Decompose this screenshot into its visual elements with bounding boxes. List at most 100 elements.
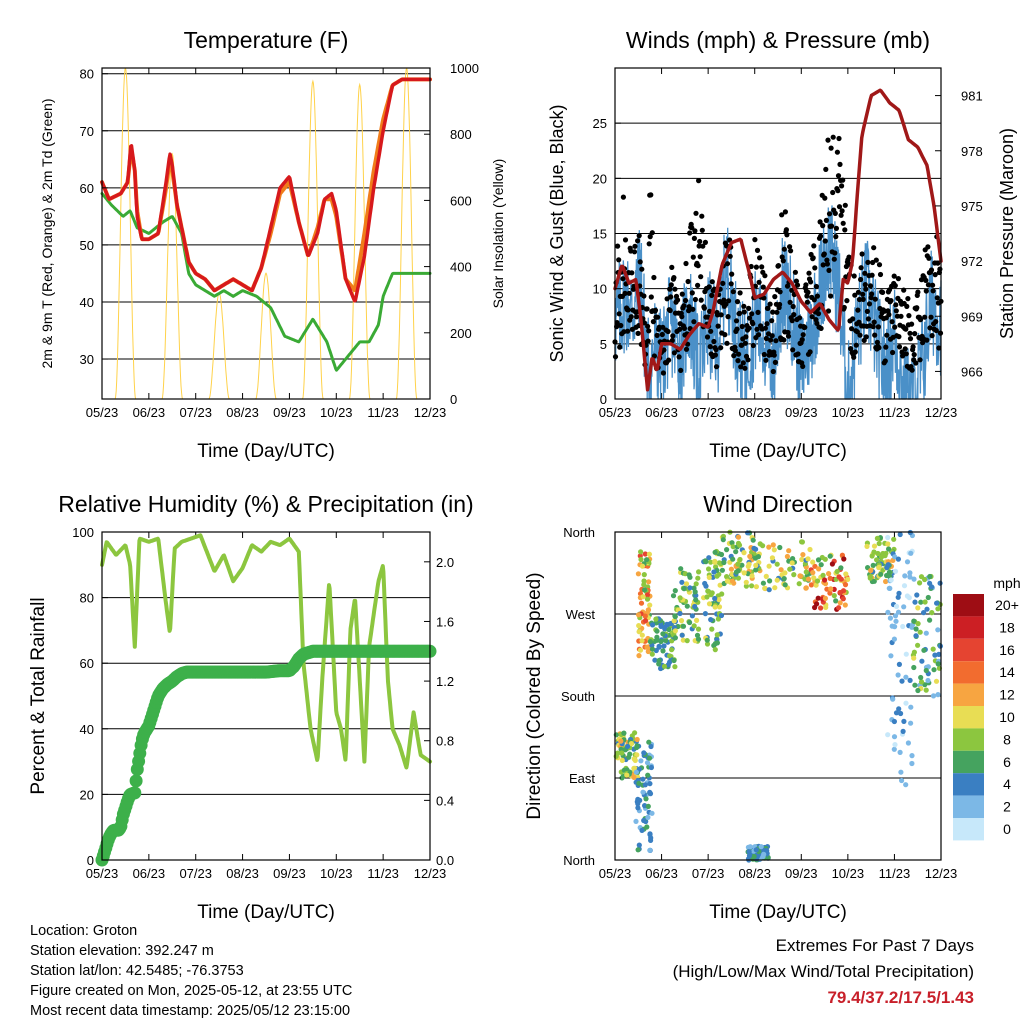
direction-point xyxy=(917,629,923,635)
gust-point xyxy=(730,289,736,295)
y-tick-label-2-2: 40 xyxy=(80,722,94,737)
direction-point xyxy=(923,667,929,674)
gust-point xyxy=(764,321,770,327)
direction-point xyxy=(712,647,718,653)
direction-point xyxy=(644,557,650,563)
direction-point xyxy=(770,542,776,548)
y-right-tick-label-1-1: 969 xyxy=(961,309,983,324)
gust-point xyxy=(777,289,783,295)
direction-point xyxy=(843,571,849,577)
direction-point xyxy=(911,649,918,655)
gust-point xyxy=(697,238,703,245)
gust-point xyxy=(646,241,652,247)
gust-point xyxy=(822,238,828,244)
direction-point xyxy=(684,603,690,609)
gust-point xyxy=(721,297,727,303)
direction-point xyxy=(645,803,651,810)
y-right-tick-label-0-0: 0 xyxy=(450,392,457,407)
direction-point xyxy=(891,734,898,740)
chart-title-2: Relative Humidity (%) & Precipitation (i… xyxy=(58,491,473,517)
x-tick-label-1-5: 10/23 xyxy=(832,405,865,420)
y-axis-title-0: 2m & 9m T (Red, Orange) & 2m Td (Green) xyxy=(39,99,55,369)
direction-point xyxy=(704,637,710,643)
y-tick-label-1-0: 0 xyxy=(600,392,607,407)
x-tick-label-1-7: 12/23 xyxy=(925,405,958,420)
x-tick-label-0-2: 07/23 xyxy=(179,405,212,420)
chart-title-0: Temperature (F) xyxy=(184,27,349,53)
gust-point xyxy=(882,358,888,364)
gust-point xyxy=(741,309,747,315)
direction-point xyxy=(924,606,930,612)
direction-point xyxy=(885,541,891,547)
direction-point xyxy=(739,562,745,568)
x-tick-label-0-7: 12/23 xyxy=(414,405,447,420)
timestamp-text: Most recent data timestamp: 2025/05/12 2… xyxy=(30,1003,351,1019)
gust-point xyxy=(830,189,836,196)
gust-point xyxy=(701,305,708,311)
gust-point xyxy=(792,269,799,275)
gust-point xyxy=(728,281,734,287)
direction-point xyxy=(929,610,935,616)
gust-point xyxy=(757,255,763,261)
direction-point xyxy=(766,563,772,569)
x-axis-title-2: Time (Day/UTC) xyxy=(197,902,335,923)
gust-point xyxy=(774,309,780,315)
insolation-curve-3 xyxy=(255,272,277,400)
gust-point xyxy=(670,333,676,339)
gust-point xyxy=(644,306,650,312)
direction-point xyxy=(706,566,712,572)
gust-point xyxy=(646,328,652,334)
direction-point xyxy=(895,594,901,600)
gust-point xyxy=(825,137,831,143)
gust-point xyxy=(828,145,834,151)
gust-point xyxy=(922,314,928,320)
direction-point xyxy=(914,592,920,598)
gust-point xyxy=(828,293,834,299)
direction-point xyxy=(918,599,924,605)
gust-point xyxy=(795,351,801,357)
direction-point xyxy=(719,591,725,597)
direction-point xyxy=(912,682,918,688)
direction-point xyxy=(656,643,662,650)
gust-point xyxy=(903,351,909,357)
gust-point xyxy=(620,276,626,282)
gust-point xyxy=(884,332,890,338)
direction-point xyxy=(885,534,891,541)
direction-point xyxy=(893,603,900,610)
gust-point xyxy=(863,334,869,340)
gust-point xyxy=(890,349,896,356)
gust-point xyxy=(683,260,689,267)
gust-point xyxy=(856,319,862,325)
direction-point xyxy=(635,801,641,807)
y-tick-label-2-5: 100 xyxy=(72,525,94,540)
direction-point xyxy=(646,579,652,585)
direction-point xyxy=(626,754,632,760)
gust-point xyxy=(911,352,917,358)
gust-points xyxy=(612,134,944,376)
gust-point xyxy=(668,282,674,288)
direction-point xyxy=(891,718,898,725)
direction-point xyxy=(913,626,919,632)
direction-point xyxy=(663,637,669,644)
gust-point xyxy=(794,282,801,288)
gust-point xyxy=(783,227,790,233)
y-tick-label-1-2: 10 xyxy=(593,282,607,297)
direction-point xyxy=(777,544,783,551)
gust-point xyxy=(781,246,787,252)
gust-point xyxy=(671,350,678,356)
direction-point xyxy=(803,569,809,575)
direction-point xyxy=(812,563,818,569)
gust-point xyxy=(874,339,881,345)
direction-point xyxy=(837,600,843,606)
gust-point xyxy=(661,347,667,353)
direction-point xyxy=(636,780,642,786)
gust-point xyxy=(700,243,706,249)
gust-point xyxy=(696,243,702,249)
direction-point xyxy=(782,570,788,576)
gust-point xyxy=(733,318,740,324)
direction-point xyxy=(893,710,900,716)
gust-point xyxy=(713,347,719,353)
direction-point xyxy=(901,583,908,589)
x-axis-title-0: Time (Day/UTC) xyxy=(197,441,335,462)
gust-point xyxy=(804,299,811,305)
